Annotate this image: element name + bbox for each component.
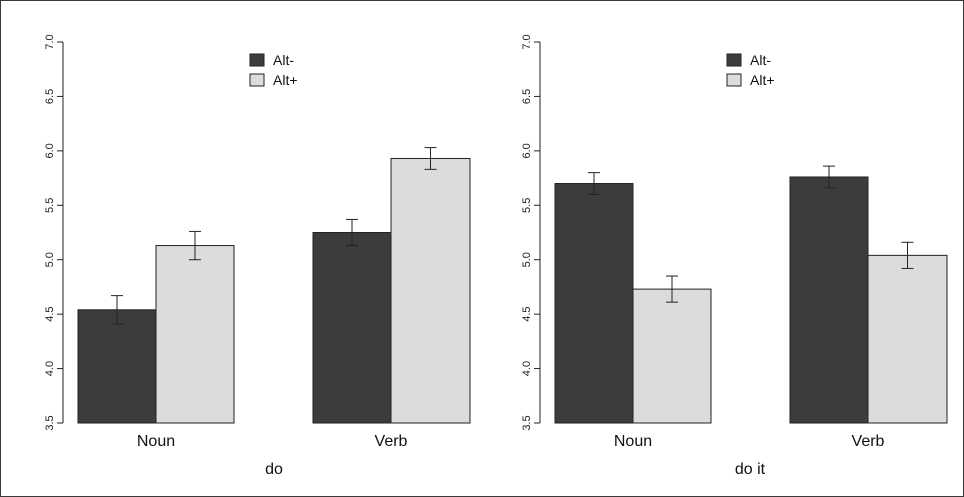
y-tick-label: 4.5 — [521, 306, 533, 321]
y-tick-label: 3.5 — [521, 415, 533, 430]
category-label-verb: Verb — [852, 433, 885, 450]
y-tick-label: 3.5 — [44, 415, 56, 430]
y-tick-label: 5.5 — [44, 198, 56, 213]
bar-noun-alt-plus — [632, 288, 712, 424]
category-label-noun: Noun — [614, 433, 652, 450]
legend-swatch — [249, 53, 265, 67]
y-tick-label: 5.5 — [521, 198, 533, 213]
legend-label: Alt- — [750, 52, 771, 68]
category-label-verb: Verb — [375, 433, 408, 450]
legend-swatch — [726, 73, 742, 87]
legend-label: Alt+ — [750, 72, 775, 88]
y-tick-label: 7.0 — [44, 34, 56, 49]
bar-verb-alt-plus — [390, 157, 471, 424]
category-label-noun: Noun — [137, 433, 175, 450]
chart-panel-2: 3.5 4.0 4.5 5.0 5.5 6.0 6.5 7.0 Noun Verb do it Alt… — [521, 34, 948, 478]
legend-label: Alt+ — [273, 72, 298, 88]
y-tick-label: 6.5 — [521, 89, 533, 104]
y-tick-label: 4.0 — [521, 361, 533, 376]
y-tick-label: 6.0 — [521, 143, 533, 158]
legend-swatch — [726, 53, 742, 67]
chart-panel-1: 3.5 4.0 4.5 5.0 5.5 6.0 6.5 7.0 Noun Verb do Alt- Al… — [44, 34, 471, 478]
y-tick-label: 7.0 — [521, 34, 533, 49]
bar-noun-alt-minus — [554, 183, 634, 424]
x-axis-label: do — [265, 461, 283, 478]
bar-verb-alt-minus — [789, 176, 869, 424]
y-tick-label: 4.0 — [44, 361, 56, 376]
y-tick-label: 5.0 — [44, 252, 56, 267]
y-tick-label: 6.5 — [44, 89, 56, 104]
y-tick-label: 6.0 — [44, 143, 56, 158]
bar-noun-alt-plus — [155, 245, 235, 424]
legend-label: Alt- — [273, 52, 294, 68]
y-tick-label: 5.0 — [521, 252, 533, 267]
legend-swatch — [249, 73, 265, 87]
y-tick-label: 4.5 — [44, 306, 56, 321]
bar-noun-alt-minus — [77, 309, 157, 424]
bar-verb-alt-plus — [867, 254, 948, 424]
bar-verb-alt-minus — [312, 232, 392, 424]
x-axis-label: do it — [735, 461, 766, 478]
